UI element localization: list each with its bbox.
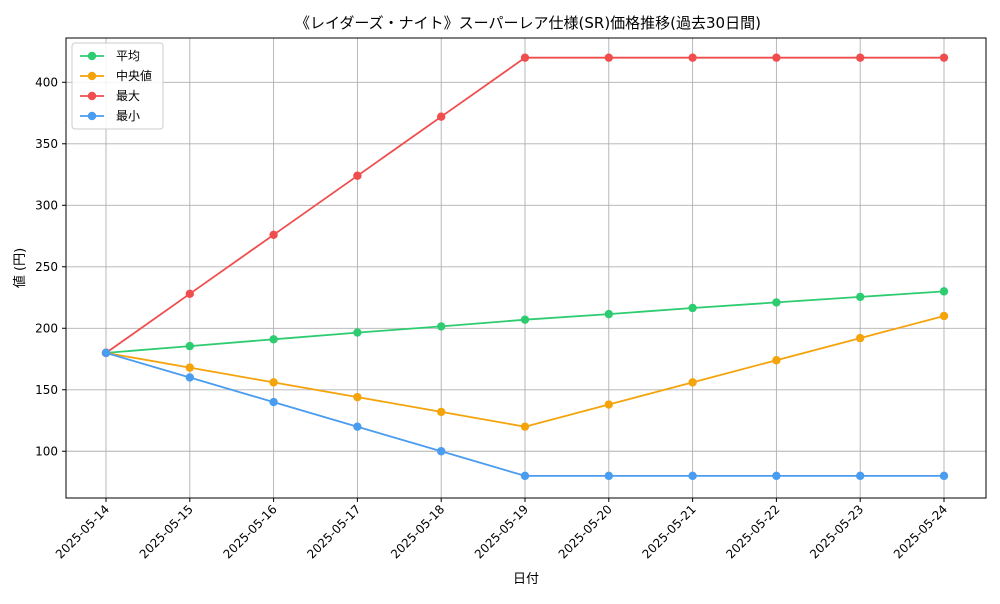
data-point [604,53,613,62]
legend-box [71,42,164,130]
legend-label: 平均 [116,49,140,63]
data-point [772,53,781,62]
data-point [939,311,949,321]
legend-item: 平均 [80,49,140,63]
data-point [604,471,613,481]
x-tick-label: 2025-05-17 [304,502,363,561]
data-point [353,171,362,180]
data-point [269,378,278,387]
data-point [437,112,446,121]
data-point [939,53,949,62]
data-point [856,53,865,62]
data-point [520,53,530,62]
data-point [437,322,446,331]
legend-item: 中央値 [80,68,152,83]
legend-label: 最大 [116,89,140,103]
data-point [520,315,530,324]
legend-label: 中央値 [116,68,152,83]
y-tick-label: 100 [35,444,58,458]
data-point [101,348,111,358]
plot-frame [65,37,987,499]
x-axis-label: 日付 [513,572,539,587]
legend-marker [87,51,97,61]
x-tick-label: 2025-05-19 [472,502,531,561]
data-point [437,407,446,417]
data-point [269,397,278,407]
data-point [856,292,865,302]
y-tick-label: 250 [35,260,58,274]
data-point [520,471,530,481]
plot-area: 100 150 200 250 300 350 400 2025-05-14 2025-05-1… [35,37,987,561]
data-point [520,422,530,431]
data-point [688,378,697,387]
x-tick-label: 2025-05-23 [807,502,866,561]
y-tick-label: 300 [35,198,58,212]
data-point [604,309,613,319]
data-point [688,471,697,481]
series-2 [101,311,949,431]
x-tick-label: 2025-05-14 [53,502,112,561]
data-point [269,230,278,239]
legend-item: 最小 [80,109,140,123]
x-tick-label: 2025-05-16 [221,502,280,561]
x-tick-label: 2025-05-22 [723,502,782,561]
y-tick-label: 350 [35,137,58,151]
data-point [353,422,362,431]
data-point [353,328,362,337]
x-tick-label: 2025-05-20 [556,502,615,561]
data-point [604,400,613,409]
data-point [772,471,781,481]
data-point [688,53,697,62]
legend-item: 最大 [80,89,140,103]
data-point [185,373,194,382]
x-tick-label: 2025-05-21 [640,502,699,561]
legend-marker [87,71,97,81]
data-point [856,471,865,481]
data-point [353,392,362,402]
x-tick-label: 2025-05-18 [388,502,447,561]
chart-title: 《レイダーズ・ナイト》スーパーレア仕様(SR)価格推移(過去30日間) [295,14,761,32]
y-tick-label: 150 [35,383,58,397]
series-4 [101,348,949,481]
y-axis-label: 値 (円) [12,248,28,288]
data-point [185,363,194,372]
data-point [856,333,865,343]
legend-marker [87,111,97,121]
x-tick-label: 2025-05-15 [137,502,196,561]
data-point [939,471,949,481]
series-3 [101,53,949,358]
data-point [437,447,446,456]
data-point [185,341,194,351]
data-point [772,356,781,365]
legend-label: 最小 [116,109,140,123]
data-point [688,303,697,313]
legend-marker [87,91,97,101]
data-point [185,289,194,299]
data-point [269,335,278,344]
y-tick-label: 200 [35,321,58,335]
data-point [939,287,949,296]
data-point [772,298,781,307]
y-tick-label: 400 [35,75,58,89]
x-tick-label: 2025-05-24 [891,502,950,561]
